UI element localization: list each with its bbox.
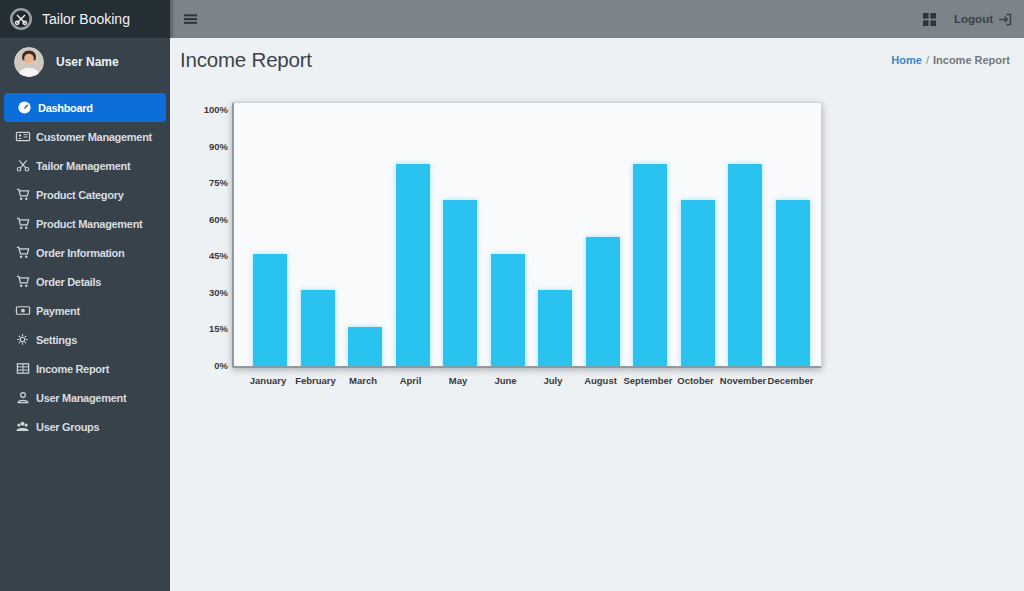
sidebar-item-income-report[interactable]: Income Report <box>0 354 170 383</box>
sidebar-item-user-management[interactable]: User Management <box>0 383 170 412</box>
bar-june <box>491 254 525 366</box>
sidebar-item-label: Product Management <box>36 218 142 230</box>
sidebar-item-order-details[interactable]: Order Details <box>0 267 170 296</box>
apps-grid-icon[interactable] <box>923 13 936 26</box>
chart-panel <box>232 102 822 368</box>
content: Income Report Home / Income Report 0% 15% 30… <box>170 38 1024 591</box>
bar-august <box>586 237 620 366</box>
sidebar-menu: Dashboard Customer Management Tailor Manag… <box>0 93 170 441</box>
sidebar-item-label: Order Information <box>36 247 124 259</box>
cart-icon <box>14 216 31 231</box>
sidebar-item-label: Tailor Management <box>36 160 130 172</box>
breadcrumb-separator: / <box>926 54 929 66</box>
breadcrumb-current: Income Report <box>933 54 1010 66</box>
app-logo-icon <box>9 7 33 31</box>
shopping-cart-icon <box>14 274 31 289</box>
sidebar-item-dashboard[interactable]: Dashboard <box>4 93 166 122</box>
y-tick-label: 45% <box>174 250 228 261</box>
bar-january <box>253 254 287 366</box>
sidebar-item-tailor-management[interactable]: Tailor Management <box>0 151 170 180</box>
y-tick-label: 100% <box>174 104 228 115</box>
bar-may <box>443 200 477 366</box>
y-tick-label: 0% <box>174 360 228 371</box>
y-tick-label: 30% <box>174 287 228 298</box>
bar-october <box>681 200 715 366</box>
app-title: Tailor Booking <box>42 11 130 27</box>
sidebar-item-product-category[interactable]: Product Category <box>0 180 170 209</box>
bar-april <box>396 164 430 366</box>
breadcrumb-home[interactable]: Home <box>891 54 922 66</box>
bar-march <box>348 327 382 366</box>
sidebar-item-settings[interactable]: Settings <box>0 325 170 354</box>
sidebar-item-label: Settings <box>36 334 77 346</box>
sidebar-item-label: Payment <box>36 305 80 317</box>
menu-toggle-button[interactable] <box>183 12 198 26</box>
sidebar-item-product-management[interactable]: Product Management <box>0 209 170 238</box>
bar-december <box>776 200 810 366</box>
user-icon <box>14 390 31 405</box>
users-icon <box>14 419 31 434</box>
money-icon <box>14 303 31 318</box>
sidebar-item-label: Product Category <box>36 189 124 201</box>
sidebar-item-user-groups[interactable]: User Groups <box>0 412 170 441</box>
sidebar-item-customer-management[interactable]: Customer Management <box>0 122 170 151</box>
user-panel: User Name <box>0 38 170 86</box>
app-logo[interactable]: Tailor Booking <box>0 0 170 38</box>
x-tick-label: December <box>759 375 823 386</box>
bar-february <box>301 290 335 366</box>
bar-july <box>538 290 572 366</box>
sidebar-item-label: User Management <box>36 392 126 404</box>
page-title: Income Report <box>180 48 312 72</box>
y-tick-label: 90% <box>174 141 228 152</box>
user-name: User Name <box>56 55 119 69</box>
sign-out-icon <box>998 13 1012 26</box>
id-card-icon <box>14 129 31 144</box>
sidebar-item-payment[interactable]: Payment <box>0 296 170 325</box>
sidebar-item-label: Income Report <box>36 363 109 375</box>
y-tick-label: 75% <box>174 177 228 188</box>
breadcrumb: Home / Income Report <box>891 54 1010 66</box>
bar-november <box>728 164 762 366</box>
logout-button[interactable]: Logout <box>954 13 1012 26</box>
gauge-icon <box>16 100 33 115</box>
gear-icon <box>14 332 31 347</box>
scissors-icon <box>14 158 31 173</box>
sidebar-item-label: Dashboard <box>38 102 93 114</box>
report-table-icon <box>14 361 31 376</box>
y-tick-label: 15% <box>174 323 228 334</box>
sidebar-item-label: Customer Management <box>36 131 152 143</box>
sidebar: Tailor Booking User Name Dashboard Custom… <box>0 0 170 591</box>
sidebar-item-label: Order Details <box>36 276 101 288</box>
avatar <box>14 47 44 77</box>
cart-icon <box>14 187 31 202</box>
logout-label: Logout <box>954 13 993 25</box>
y-tick-label: 60% <box>174 214 228 225</box>
topbar: Logout <box>170 0 1024 38</box>
shopping-cart-icon <box>14 245 31 260</box>
sidebar-item-order-information[interactable]: Order Information <box>0 238 170 267</box>
sidebar-item-label: User Groups <box>36 421 99 433</box>
bar-september <box>633 164 667 366</box>
